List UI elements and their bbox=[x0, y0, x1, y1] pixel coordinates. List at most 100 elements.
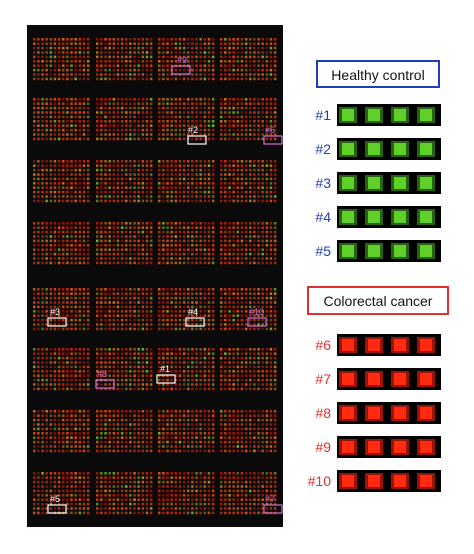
array-spot bbox=[187, 190, 190, 194]
array-spot bbox=[224, 485, 227, 488]
array-spot bbox=[141, 301, 145, 304]
array-spot bbox=[70, 445, 73, 448]
array-spot bbox=[178, 239, 182, 243]
array-spot bbox=[78, 507, 82, 510]
array-spot bbox=[199, 511, 202, 515]
array-spot bbox=[45, 98, 48, 101]
array-spot bbox=[129, 410, 132, 413]
array-spot bbox=[170, 239, 173, 243]
array-spot bbox=[53, 230, 57, 234]
array-spot bbox=[253, 120, 256, 123]
array-spot bbox=[257, 60, 260, 63]
array-spot bbox=[224, 173, 227, 176]
array-spot bbox=[37, 42, 40, 45]
array-spot bbox=[240, 137, 244, 141]
array-spot bbox=[133, 68, 136, 72]
array-spot bbox=[178, 68, 182, 72]
array-spot bbox=[82, 248, 86, 251]
array-spot bbox=[57, 427, 61, 431]
array-spot bbox=[125, 252, 128, 256]
array-spot bbox=[220, 115, 223, 119]
array-spot bbox=[129, 356, 132, 360]
array-spot bbox=[112, 177, 116, 181]
array-spot bbox=[37, 164, 40, 167]
array-spot bbox=[33, 318, 36, 322]
array-spot bbox=[236, 436, 240, 439]
array-spot bbox=[257, 244, 260, 247]
array-spot bbox=[49, 73, 53, 76]
array-spot bbox=[265, 365, 269, 369]
array-spot bbox=[207, 64, 211, 67]
array-spot bbox=[49, 296, 53, 300]
array-spot bbox=[41, 128, 44, 132]
array-spot bbox=[70, 199, 73, 203]
array-spot bbox=[162, 230, 165, 234]
array-spot bbox=[137, 38, 140, 41]
array-spot bbox=[53, 195, 57, 198]
array-spot bbox=[207, 239, 211, 243]
array-spot bbox=[96, 323, 99, 326]
array-spot bbox=[66, 507, 69, 510]
sample-spot bbox=[394, 373, 406, 385]
array-spot bbox=[96, 137, 99, 141]
array-spot bbox=[224, 222, 227, 225]
array-spot bbox=[207, 55, 211, 59]
array-spot bbox=[125, 68, 128, 72]
array-spot bbox=[174, 356, 178, 360]
array-spot bbox=[129, 288, 132, 291]
array-spot bbox=[195, 498, 198, 501]
marker-label: #4 bbox=[188, 307, 198, 317]
array-spot bbox=[228, 60, 231, 63]
array-spot bbox=[120, 418, 124, 422]
array-spot bbox=[141, 348, 145, 351]
array-spot bbox=[257, 77, 260, 81]
array-spot bbox=[158, 361, 161, 364]
array-spot bbox=[41, 305, 44, 309]
array-spot bbox=[257, 418, 260, 422]
array-spot bbox=[207, 485, 211, 488]
array-spot bbox=[273, 160, 277, 163]
array-spot bbox=[57, 507, 61, 510]
array-spot bbox=[45, 111, 48, 114]
array-spot bbox=[62, 436, 65, 439]
array-spot bbox=[158, 418, 161, 422]
array-spot bbox=[269, 257, 273, 260]
array-spot bbox=[116, 432, 120, 435]
array-spot bbox=[228, 38, 231, 41]
array-spot bbox=[82, 323, 86, 326]
array-spot bbox=[244, 164, 248, 167]
array-spot bbox=[257, 46, 260, 50]
array-spot bbox=[261, 436, 264, 439]
array-spot bbox=[70, 427, 73, 431]
array-spot bbox=[170, 489, 173, 493]
array-spot bbox=[249, 427, 252, 431]
array-spot bbox=[211, 42, 215, 45]
array-spot bbox=[82, 137, 86, 141]
array-spot bbox=[33, 511, 36, 515]
array-spot bbox=[187, 427, 190, 431]
array-spot bbox=[187, 257, 190, 260]
array-spot bbox=[53, 436, 57, 439]
array-spot bbox=[187, 98, 190, 101]
array-spot bbox=[257, 133, 260, 136]
array-spot bbox=[133, 248, 136, 251]
array-spot bbox=[82, 195, 86, 198]
array-spot bbox=[273, 168, 277, 172]
array-spot bbox=[66, 318, 69, 322]
array-spot bbox=[232, 476, 235, 479]
array-spot bbox=[191, 160, 194, 163]
array-spot bbox=[244, 383, 248, 386]
array-spot bbox=[166, 485, 169, 488]
array-spot bbox=[74, 480, 77, 484]
array-spot bbox=[236, 296, 240, 300]
array-spot bbox=[125, 374, 128, 377]
array-spot bbox=[62, 292, 65, 295]
array-spot bbox=[145, 292, 149, 295]
array-spot bbox=[57, 318, 61, 322]
array-spot bbox=[62, 498, 65, 501]
array-spot bbox=[104, 489, 107, 493]
array-spot bbox=[211, 427, 215, 431]
array-spot bbox=[240, 60, 244, 63]
array-spot bbox=[203, 73, 207, 76]
